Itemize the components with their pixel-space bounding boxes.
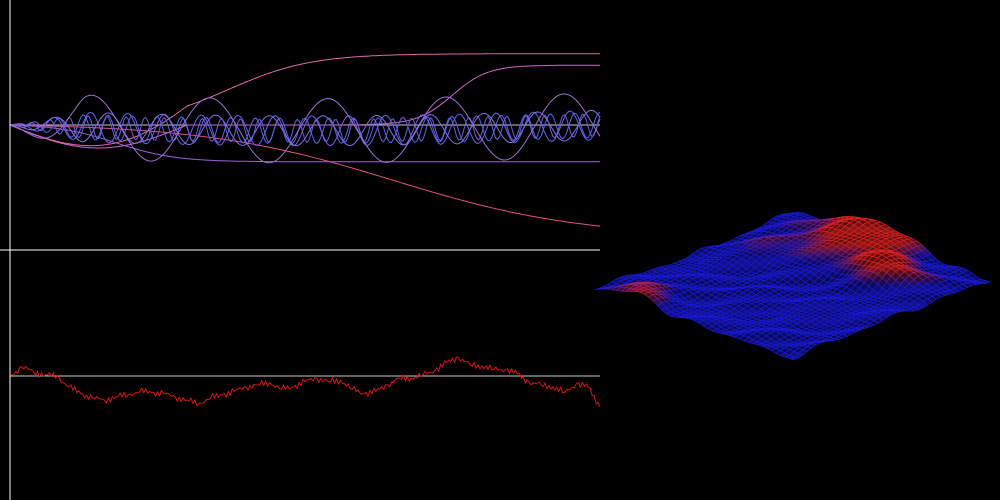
top-series-line-5 [9,110,601,147]
top-series-line-1 [9,53,600,147]
top-series-line-8 [9,113,601,143]
bottom-line-panel [9,356,601,408]
surface-cell [788,356,800,361]
top-line-panel [9,53,601,227]
top-series-line-9 [9,93,601,164]
top-series-line-6 [9,112,601,145]
surface-plot [593,212,991,361]
bottom-series-line [9,356,601,408]
top-series-line-3 [10,124,601,227]
top-series-line-4 [9,124,600,163]
